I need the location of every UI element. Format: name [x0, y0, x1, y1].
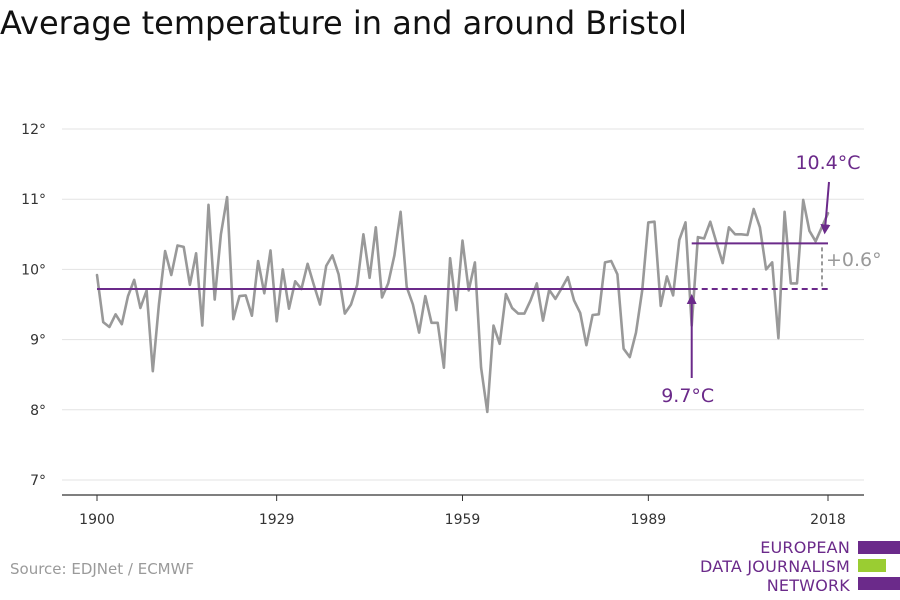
label-10-4: 10.4°C — [795, 152, 860, 174]
logo-bar-white — [858, 559, 900, 572]
grid-lines — [62, 128, 864, 481]
arrow-10-4 — [820, 181, 831, 235]
logo-bar-purple-bottom — [858, 577, 900, 590]
x-tick-label: 1900 — [79, 512, 115, 528]
x-tick-label: 1959 — [445, 512, 481, 528]
edjnet-logo: EUROPEAN DATA JOURNALISM NETWORK — [700, 538, 900, 598]
x-tick-label: 2018 — [810, 512, 846, 528]
label-difference: +0.6° — [826, 249, 882, 271]
y-tick-label: 10° — [21, 262, 46, 278]
series-line — [95, 195, 830, 414]
y-tick-label: 8° — [30, 403, 46, 419]
source-note: Source: EDJNet / ECMWF — [10, 560, 195, 578]
y-tick-label: 7° — [30, 473, 46, 489]
logo-line-2: DATA JOURNALISM — [700, 557, 850, 576]
logo-line-3: NETWORK — [766, 576, 850, 595]
logo-line-1: EUROPEAN — [760, 538, 850, 557]
y-axis: 7° 8° 9° 10° 11° 12° — [21, 122, 46, 489]
logo-bar-green — [858, 559, 886, 572]
y-tick-label: 11° — [21, 192, 46, 208]
y-tick-label: 12° — [21, 122, 46, 138]
logo-bar-purple-top — [858, 541, 900, 554]
annotations: 9.7°C 10.4°C +0.6° — [97, 152, 882, 407]
y-tick-label: 9° — [30, 333, 46, 349]
chart-title: Average temperature in and around Bristo… — [0, 4, 687, 42]
x-axis: 1900 1929 1959 1989 2018 — [62, 494, 864, 528]
label-9-7: 9.7°C — [661, 385, 714, 407]
x-tick-label: 1929 — [259, 512, 295, 528]
temperature-series — [95, 195, 830, 414]
x-tick-label: 1989 — [631, 512, 667, 528]
